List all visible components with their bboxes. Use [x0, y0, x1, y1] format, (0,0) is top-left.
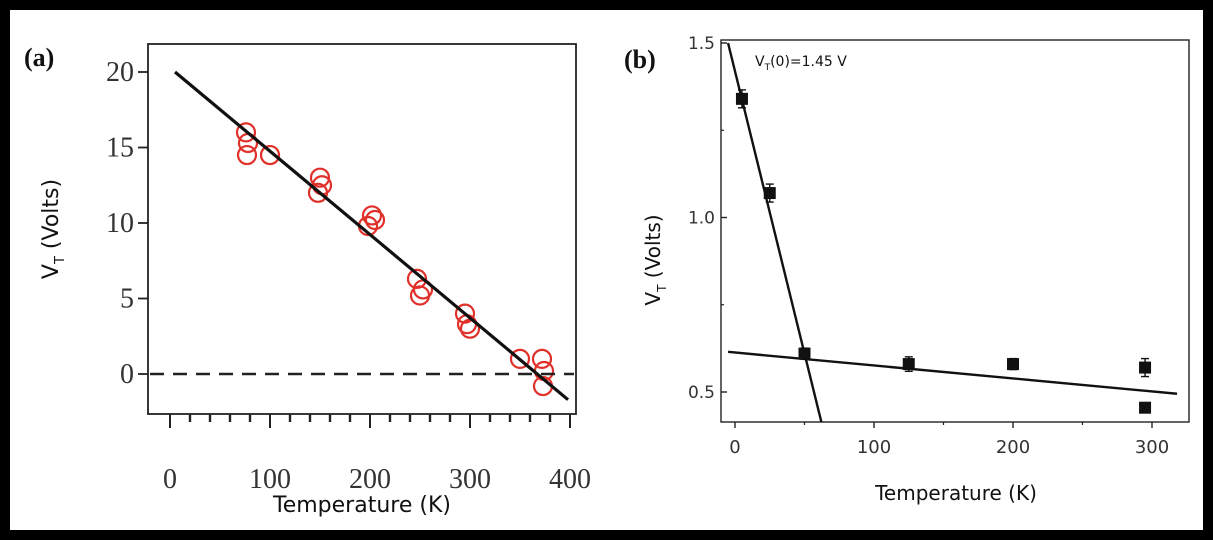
panel-a-xlabel: Temperature (K) — [272, 493, 451, 518]
panel-a-data-point — [454, 303, 476, 324]
panel-a-data-point — [361, 205, 383, 226]
figure-canvas: (a) 0 100 200 300 400 0 5 10 15 20 Temperature (… — [24, 34, 1190, 518]
panel-a-data-point — [236, 144, 258, 166]
panel-a-data-point — [259, 144, 281, 166]
panel-a-ylabel-main: V — [39, 264, 64, 279]
panel-a-plot-frame — [147, 43, 577, 415]
panel-a-lines — [150, 70, 574, 401]
panel-b-xlabel: Temperature (K) — [874, 481, 1037, 505]
panel-b-x-tick-label: 300 — [1135, 437, 1169, 458]
panel-a-x-ticks: 0 100 200 300 400 — [163, 414, 591, 495]
panel-b-annotation-sub: T — [764, 63, 771, 73]
panel-b-data-point — [1139, 361, 1152, 374]
panel-b-y-tick-label: 1.5 — [688, 34, 715, 54]
panel-a-ylabel-sub: T — [53, 256, 68, 265]
panel-a-y-ticks: 0 5 10 15 20 — [106, 57, 148, 390]
panel-b-data-point — [763, 187, 776, 200]
panel-b-x-tick-label: 100 — [857, 437, 891, 458]
panel-b-y-tick-label: 0.5 — [688, 383, 715, 403]
panel-a-data-point — [531, 348, 553, 369]
panel-a-data-point — [235, 122, 257, 143]
panel-b-x-tick-label: 0 — [729, 437, 740, 458]
panel-b-x-ticks: 0 100 200 300 — [729, 422, 1169, 458]
panel-b-annotation-main: V — [755, 54, 765, 70]
panel-a-x-tick-label: 400 — [549, 464, 591, 495]
panel-a-data-point — [364, 209, 386, 231]
panel-a-x-tick-label: 0 — [163, 464, 177, 495]
panel-a-fit-line — [173, 70, 570, 401]
panel-a-y-tick-label: 20 — [106, 57, 134, 88]
panel-b-ylabel-rest: (Volts) — [641, 214, 665, 284]
panel-b-x-tick-label: 200 — [996, 437, 1030, 458]
panel-b-y-ticks: 0.5 1.0 1.5 — [688, 34, 727, 403]
panel-b: (b) VT(0)=1.45 V 0 100 200 300 0.51.01.5 Te… — [624, 34, 1190, 505]
panel-b-label: (b) — [624, 45, 656, 74]
panel-b-ylabel: VT (Volts) — [641, 214, 669, 305]
figure-frame: (a) 0 100 200 300 400 0 5 10 15 20 Temperature (… — [10, 10, 1203, 530]
panel-b-fit-line — [726, 42, 823, 422]
panel-b-lines — [726, 42, 1178, 422]
panel-a-y-tick-label: 15 — [106, 133, 134, 164]
panel-a-x-tick-label: 100 — [249, 464, 291, 495]
panel-a-label: (a) — [24, 43, 54, 72]
panel-a-data-point — [509, 348, 531, 369]
panel-b-plot-frame — [720, 39, 1190, 423]
panel-b-y-tick-label: 1.0 — [688, 209, 715, 229]
panel-b-points — [735, 89, 1152, 414]
panel-b-data-point — [1139, 401, 1152, 414]
panel-a-x-tick-label: 200 — [349, 464, 391, 495]
panel-b-ylabel-sub: T — [655, 284, 669, 293]
panel-b-data-point — [735, 92, 748, 105]
panel-b-annotation: VT(0)=1.45 V — [755, 54, 847, 73]
panel-a-x-tick-label: 300 — [449, 464, 491, 495]
panel-a: (a) 0 100 200 300 400 0 5 10 15 20 Temperature (… — [24, 43, 591, 518]
panel-a-y-tick-label: 5 — [120, 284, 134, 315]
panel-b-data-point — [1007, 358, 1019, 371]
panel-a-y-tick-label: 0 — [120, 359, 134, 390]
panel-a-data-point — [309, 167, 331, 188]
panel-b-data-point — [798, 347, 811, 360]
panel-a-y-tick-label: 10 — [106, 208, 134, 239]
panel-b-data-point — [902, 358, 915, 371]
panel-b-fit-line — [727, 350, 1178, 395]
panel-b-annotation-rest: (0)=1.45 V — [770, 54, 847, 70]
panel-b-ylabel-main: V — [641, 292, 665, 306]
panel-a-ylabel-rest: (Volts) — [39, 179, 64, 256]
panel-a-ylabel: VT (Volts) — [39, 179, 68, 279]
